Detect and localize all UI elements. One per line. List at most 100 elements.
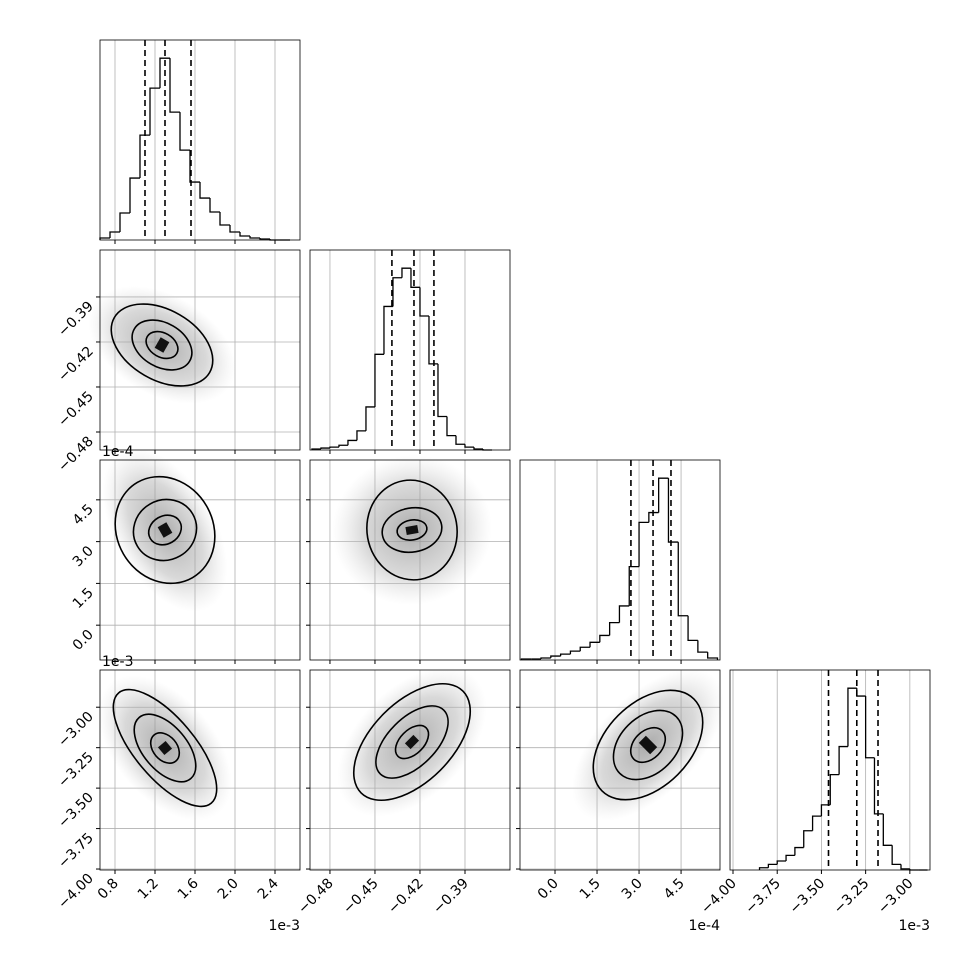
histogram-step: [259, 238, 270, 240]
histogram-step: [882, 813, 893, 846]
histogram-step: [658, 477, 669, 513]
histogram-step: [419, 287, 429, 317]
histogram-step: [628, 565, 640, 606]
density-blob: [337, 667, 487, 817]
histogram-step: [758, 867, 769, 870]
panel-frame: [729, 669, 931, 871]
histogram-step: [219, 212, 230, 226]
histogram-step: [550, 655, 561, 659]
histogram-step: [338, 444, 348, 448]
histogram-step: [667, 478, 679, 543]
histogram-step: [159, 57, 170, 89]
histogram-step: [540, 657, 551, 660]
histogram-step: [803, 830, 813, 848]
x-tick-label: −4.00: [698, 876, 740, 918]
x-tick-label: 3.0: [619, 876, 646, 903]
histogram-step: [873, 757, 884, 815]
y-tick-label: −3.25: [55, 749, 97, 791]
x-tick-label: −0.48: [295, 876, 337, 918]
panel-frame: [309, 669, 511, 871]
y-tick-label: 3.0: [70, 543, 97, 570]
histogram-step: [139, 134, 150, 179]
x-tick-label: 2.0: [215, 876, 242, 903]
panel-background: [520, 460, 720, 660]
histogram-step: [847, 687, 857, 747]
y-tick-label: 4.5: [70, 501, 97, 528]
x-tick-label: 0.8: [95, 876, 122, 903]
histogram-step: [149, 87, 160, 136]
histogram-step: [864, 696, 875, 759]
x-offset-label: 1e-3: [269, 918, 300, 934]
histogram-step: [811, 815, 822, 831]
x-tick-label: −3.50: [787, 876, 829, 918]
x-tick-label: −3.75: [742, 876, 784, 918]
histogram-step: [356, 430, 366, 441]
density-blob: [572, 669, 724, 821]
y-tick-label: −3.50: [55, 790, 97, 832]
histogram-step: [119, 212, 130, 233]
x-tick-label: 1.2: [135, 876, 162, 903]
x-tick-label: 1.6: [175, 875, 202, 902]
x-tick-label: 2.4: [255, 875, 282, 902]
histogram-step: [249, 236, 260, 239]
histogram-step: [189, 150, 200, 183]
histogram-step: [648, 511, 659, 523]
histogram-step: [776, 860, 787, 865]
panel: [310, 250, 510, 454]
x-tick-label: 1.5: [577, 876, 604, 903]
panel-background: [100, 40, 300, 240]
histogram-step: [320, 447, 330, 450]
histogram-step: [618, 605, 630, 623]
histogram-step: [559, 653, 571, 657]
x-tick-label: −0.42: [385, 876, 427, 918]
histogram-step: [891, 845, 901, 866]
histogram-step: [687, 615, 698, 641]
histogram-step: [900, 864, 910, 870]
histogram-step: [239, 232, 250, 237]
histogram-step: [599, 634, 610, 643]
panel-background: [310, 250, 510, 450]
density-blob: [102, 448, 228, 612]
histogram-step: [820, 804, 831, 817]
histogram-step: [589, 641, 600, 648]
histogram-step: [785, 854, 795, 862]
histogram-step: [707, 652, 719, 660]
panel-frame: [99, 39, 301, 241]
panel-frame: [519, 459, 721, 661]
histogram-step: [455, 435, 465, 445]
panel-frame: [309, 459, 511, 661]
panel: [520, 460, 720, 664]
y-tick-label: −0.48: [55, 434, 97, 476]
histogram-step: [347, 439, 357, 446]
y-offset-label: 1e-4: [102, 444, 134, 460]
histogram-step: [697, 640, 708, 653]
density-blob: [332, 454, 492, 606]
histogram-step: [464, 444, 474, 448]
x-tick-label: 4.5: [661, 876, 688, 903]
panel-frame: [309, 249, 511, 451]
histogram-step: [329, 446, 339, 449]
x-tick-label: −3.00: [875, 876, 917, 918]
x-offset-label: 1e-3: [899, 918, 930, 934]
panel: [99, 40, 300, 244]
histogram-step: [569, 650, 581, 655]
density-blob: [88, 286, 236, 404]
y-tick-label: −3.75: [55, 830, 97, 872]
histogram-step: [179, 112, 190, 151]
panel-frame: [99, 669, 301, 871]
y-tick-label: −0.42: [55, 343, 97, 385]
x-tick-label: −3.25: [831, 876, 873, 918]
histogram-step: [428, 316, 438, 365]
panel: [730, 670, 930, 874]
histogram-step: [437, 363, 447, 418]
y-tick-label: 0.0: [70, 627, 97, 654]
histogram-step: [401, 267, 411, 278]
y-tick-label: −4.00: [55, 871, 97, 913]
panel-background: [730, 670, 930, 870]
histogram-step: [374, 353, 384, 407]
x-tick-label: −0.39: [430, 876, 472, 918]
histogram-step: [473, 447, 483, 450]
panel-frame: [99, 459, 301, 661]
histogram-step: [838, 745, 848, 775]
